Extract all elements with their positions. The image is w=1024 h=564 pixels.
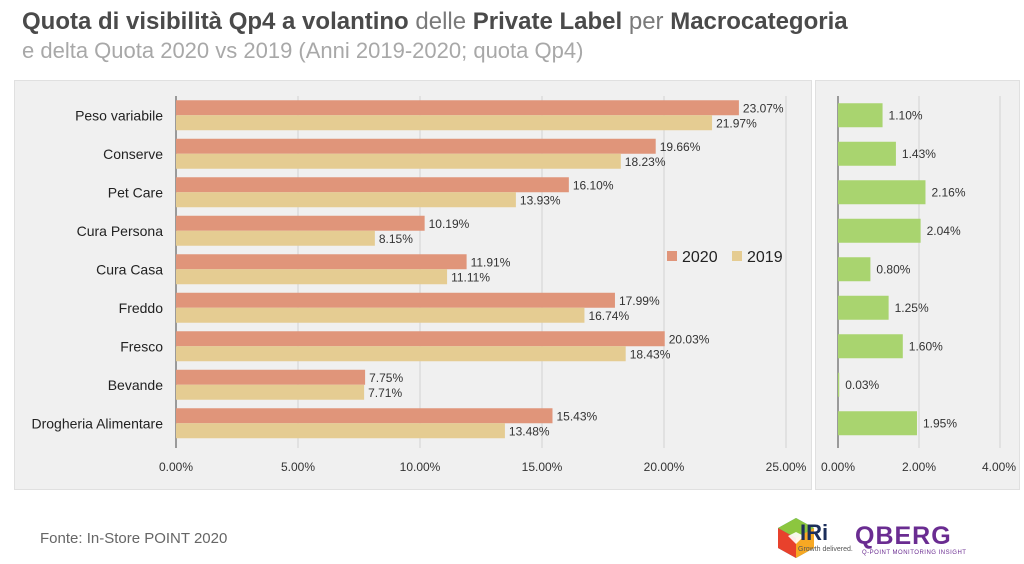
qberg-tagline: Q-POINT MONITORING INSIGHT xyxy=(862,550,967,556)
data-label: 18.43% xyxy=(630,347,671,361)
bar-2019 xyxy=(176,230,375,246)
x-tick-label: 0.00% xyxy=(821,460,855,474)
legend-swatch xyxy=(667,251,677,261)
data-label: 8.15% xyxy=(379,232,413,246)
data-label: 7.71% xyxy=(368,386,402,400)
x-tick-label: 15.00% xyxy=(522,460,563,474)
bar-2020 xyxy=(176,100,739,116)
x-tick-label: 4.00% xyxy=(982,460,1016,474)
data-label: 11.11% xyxy=(451,270,490,284)
category-label: Freddo xyxy=(119,300,164,316)
bar-2019 xyxy=(176,384,365,400)
delta-data-label: 0.80% xyxy=(876,262,910,276)
category-label: Peso variabile xyxy=(75,107,163,123)
bar-2020 xyxy=(176,292,615,308)
category-label: Drogheria Alimentare xyxy=(31,415,163,431)
category-label: Fresco xyxy=(120,338,163,354)
chart-title: Quota di visibilità Qp4 a volantino dell… xyxy=(22,8,848,36)
iri-cube-icon xyxy=(778,518,814,558)
delta-data-label: 2.16% xyxy=(931,185,965,199)
data-label: 19.66% xyxy=(660,140,701,154)
title-part: Quota di visibilità Qp4 a volantino xyxy=(22,8,409,35)
bar-2019 xyxy=(176,115,713,131)
iri-logo: IRi xyxy=(800,520,829,545)
data-label: 13.93% xyxy=(520,193,561,207)
bar-2019 xyxy=(176,346,626,362)
legend-label: 2020 xyxy=(682,249,718,266)
title-part: Private Label xyxy=(472,8,623,35)
delta-data-label: 1.10% xyxy=(889,108,923,122)
bar-2020 xyxy=(176,177,569,193)
delta-bar xyxy=(838,334,903,359)
iri-tagline: Growth delivered. xyxy=(798,546,853,553)
delta-data-label: 2.04% xyxy=(927,224,961,238)
bar-2020 xyxy=(176,138,656,154)
x-tick-label: 10.00% xyxy=(400,460,441,474)
x-tick-label: 2.00% xyxy=(902,460,936,474)
delta-bar xyxy=(838,257,871,282)
delta-bar xyxy=(838,411,917,436)
category-label: Bevande xyxy=(108,377,163,393)
category-label: Cura Persona xyxy=(77,223,164,239)
source-note: Fonte: In-Store POINT 2020 xyxy=(40,530,228,547)
delta-data-label: 1.25% xyxy=(895,301,929,315)
data-label: 10.19% xyxy=(429,217,470,231)
data-label: 23.07% xyxy=(743,101,784,115)
data-label: 11.91% xyxy=(471,255,511,269)
delta-data-label: 1.60% xyxy=(909,339,943,353)
delta-data-label: 0.03% xyxy=(845,378,879,392)
data-label: 20.03% xyxy=(669,332,710,346)
data-label: 15.43% xyxy=(556,409,597,423)
bar-2019 xyxy=(176,423,505,439)
data-label: 21.97% xyxy=(716,116,757,130)
qberg-logo: QBERG xyxy=(855,522,952,550)
legend-label: 2019 xyxy=(747,249,783,266)
bar-2019 xyxy=(176,192,516,208)
x-tick-label: 5.00% xyxy=(281,460,315,474)
category-label: Pet Care xyxy=(108,184,163,200)
delta-bar xyxy=(838,218,921,243)
data-label: 16.10% xyxy=(573,178,614,192)
data-label: 18.23% xyxy=(625,155,666,169)
delta-bar xyxy=(838,372,840,397)
bar-2020 xyxy=(176,408,553,424)
data-label: 13.48% xyxy=(509,424,550,438)
data-label: 16.74% xyxy=(588,309,629,323)
delta-bar xyxy=(838,180,926,205)
bar-2019 xyxy=(176,307,585,323)
bar-2020 xyxy=(176,369,366,385)
x-tick-label: 25.00% xyxy=(766,460,807,474)
title-part: per xyxy=(622,8,671,35)
x-tick-label: 0.00% xyxy=(159,460,193,474)
delta-bar xyxy=(838,141,896,166)
bar-2020 xyxy=(176,331,665,347)
bar-2020 xyxy=(176,215,425,231)
bar-2020 xyxy=(176,254,467,270)
delta-bar xyxy=(838,295,889,320)
title-part: delle xyxy=(408,8,473,35)
category-label: Cura Casa xyxy=(96,261,163,277)
title-part: Macrocategoria xyxy=(670,8,848,35)
delta-data-label: 1.95% xyxy=(923,416,957,430)
legend-swatch xyxy=(732,251,742,261)
bar-2019 xyxy=(176,153,621,169)
bar-2019 xyxy=(176,269,448,285)
delta-bar xyxy=(838,103,883,128)
data-label: 7.75% xyxy=(369,371,403,385)
data-label: 17.99% xyxy=(619,294,660,308)
chart-subtitle: e delta Quota 2020 vs 2019 (Anni 2019-20… xyxy=(22,38,584,63)
x-tick-label: 20.00% xyxy=(644,460,685,474)
category-label: Conserve xyxy=(103,146,163,162)
delta-data-label: 1.43% xyxy=(902,147,936,161)
